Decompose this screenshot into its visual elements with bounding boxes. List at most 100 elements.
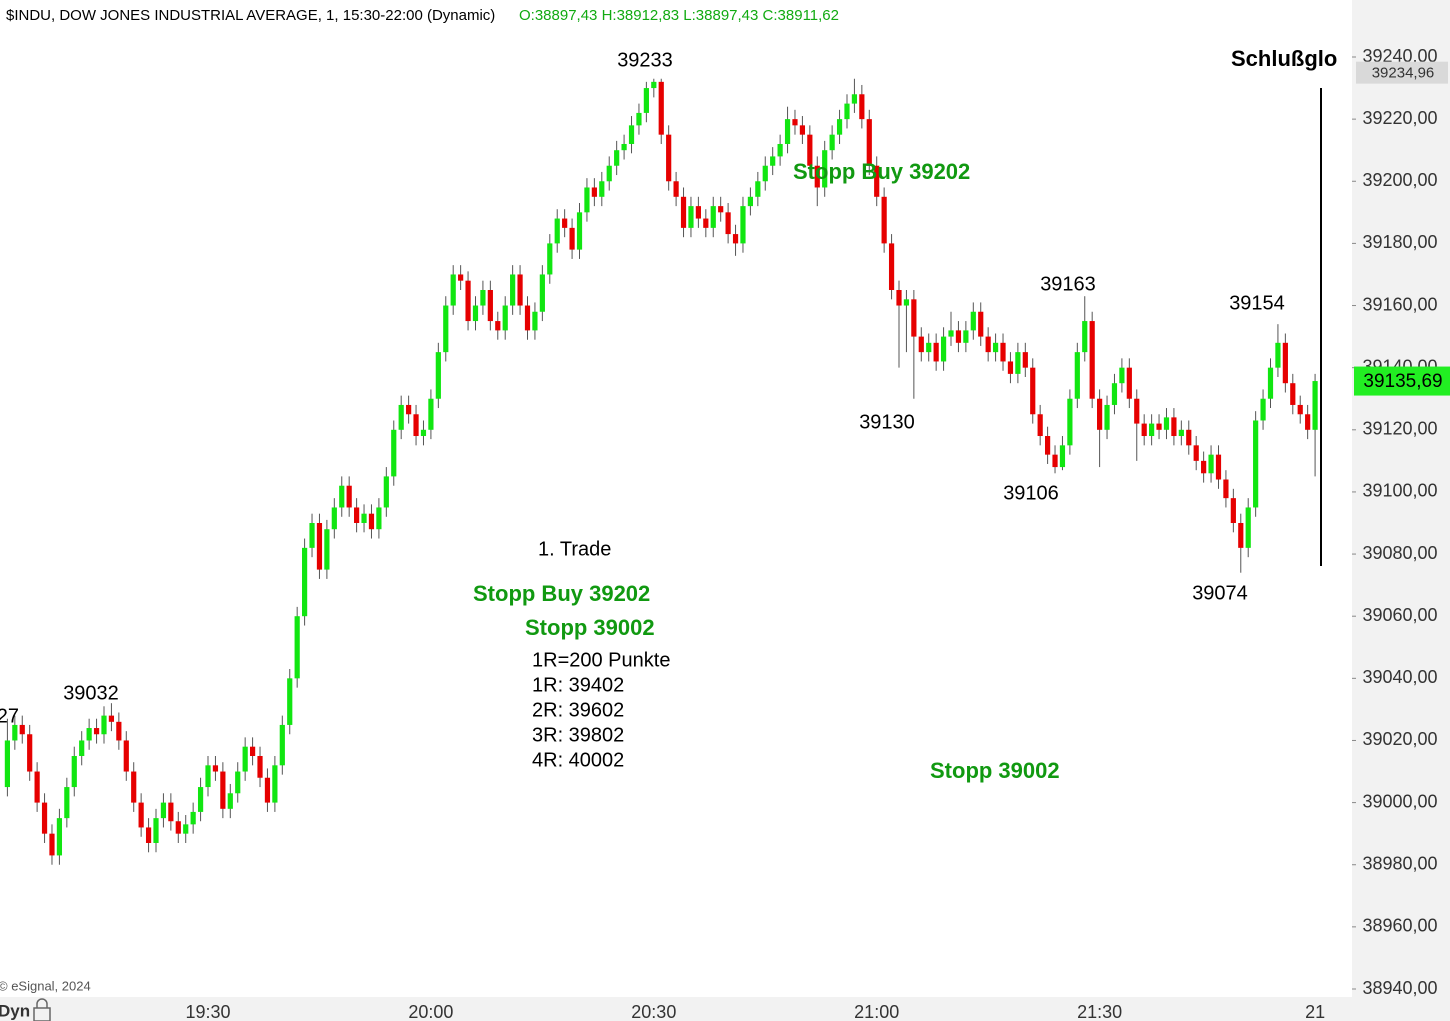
candle-body [621,143,627,151]
candle-body [836,119,843,135]
x-tick-label: 19:30 [185,1002,230,1021]
candle-body [599,181,605,197]
candle-body [1067,398,1073,446]
candle-body [866,119,872,166]
candle-body [1037,414,1043,437]
price-tag [1356,61,1448,84]
candle-body [1201,460,1207,474]
candle-body [1305,414,1311,430]
annotation: 2R: 39602 [532,699,624,721]
candle-body [1208,454,1214,474]
candle-body [480,290,486,306]
candle-body [435,352,441,399]
candle-body [762,165,768,182]
candle-body [197,787,204,812]
candle-body [859,94,865,120]
candle-body [12,724,18,741]
x-tick-label: 21 [1305,1002,1325,1021]
candle-body [1097,398,1103,430]
candle-body [123,740,129,772]
annotation: 1. Trade [538,538,611,560]
candle-body [309,523,315,548]
y-tick-label: 38940,00 [1362,978,1437,998]
annotation: Stopp 39002 [525,615,655,640]
candle-body [1007,361,1014,374]
candle-body [978,311,984,337]
candle-body [584,187,590,213]
candle-body [539,274,545,312]
y-tick-label: 39180,00 [1362,232,1437,252]
y-tick-label: 39100,00 [1362,481,1437,501]
annotation: 1R: 39402 [532,674,624,696]
y-tick-label: 39200,00 [1362,170,1437,190]
candle-body [725,212,731,235]
header: $INDU, DOW JONES INDUSTRIAL AVERAGE, 1, … [6,7,495,24]
annotation: 39074 [1192,582,1248,604]
candle-body [770,156,776,166]
y-tick-label: 39020,00 [1362,729,1437,749]
candle-body [569,227,575,250]
candle-body [368,513,375,530]
y-tick-label: 39160,00 [1362,294,1437,314]
x-tick-label: 21:00 [854,1002,899,1021]
candle-body [79,740,85,756]
candle-body [606,165,612,182]
candle-body [64,787,70,819]
candle-body [517,274,523,306]
candle-body [108,715,115,722]
candle-body [287,678,293,725]
annotation: Stopp Buy 39202 [793,159,970,184]
candle-body [851,94,858,104]
annotation: Stopp Buy 39202 [473,581,650,606]
candle-body [1052,454,1058,468]
candle-body [747,196,753,207]
candle-body [41,802,48,834]
candle-body [294,616,300,679]
candle-body [428,398,434,430]
candle-body [985,336,991,353]
y-axis-panel [1352,0,1450,1021]
candle-body [807,134,813,166]
candle-body [829,134,835,151]
price-tag-label: 39234,96 [1372,65,1435,82]
candle-body [933,342,939,362]
annotation: 39106 [1003,482,1059,504]
candle-body [49,833,55,856]
candle-body [153,818,159,843]
candle-body [4,740,10,788]
candle-body [71,756,77,788]
y-tick-label: 38980,00 [1362,853,1437,873]
candle-body [93,728,100,735]
candle-body [27,734,33,772]
candle-body [1186,429,1192,446]
candle-body [175,821,181,834]
x-axis-panel [0,997,1352,1021]
candle-body [472,305,479,322]
candle-body [242,746,248,772]
candle-body [822,150,828,188]
candle-body [755,181,761,197]
candle-body [1163,417,1170,430]
copyright: © eSignal, 2024 [0,978,91,993]
candle-body [324,529,330,570]
candle-body [19,724,25,735]
candle-body [235,771,241,794]
x-tick-label: 20:00 [408,1002,453,1021]
header-ohlc: O:38897,43 H:38912,83 L:38897,43 C:38911… [519,7,839,24]
candle-body [1022,352,1028,368]
candle-body [1223,479,1229,499]
candle-body [680,196,687,228]
candle-body [1134,398,1140,424]
candle-body [383,476,389,508]
lock-icon [33,1007,51,1021]
annotation: 1R=200 Punkte [532,649,670,671]
candle-body [576,212,583,250]
candle-body [1178,429,1184,437]
candle-body [963,330,969,343]
candle-body [391,429,397,477]
candle-body [56,818,63,856]
candle-body [354,507,360,523]
candle-body [562,218,568,228]
